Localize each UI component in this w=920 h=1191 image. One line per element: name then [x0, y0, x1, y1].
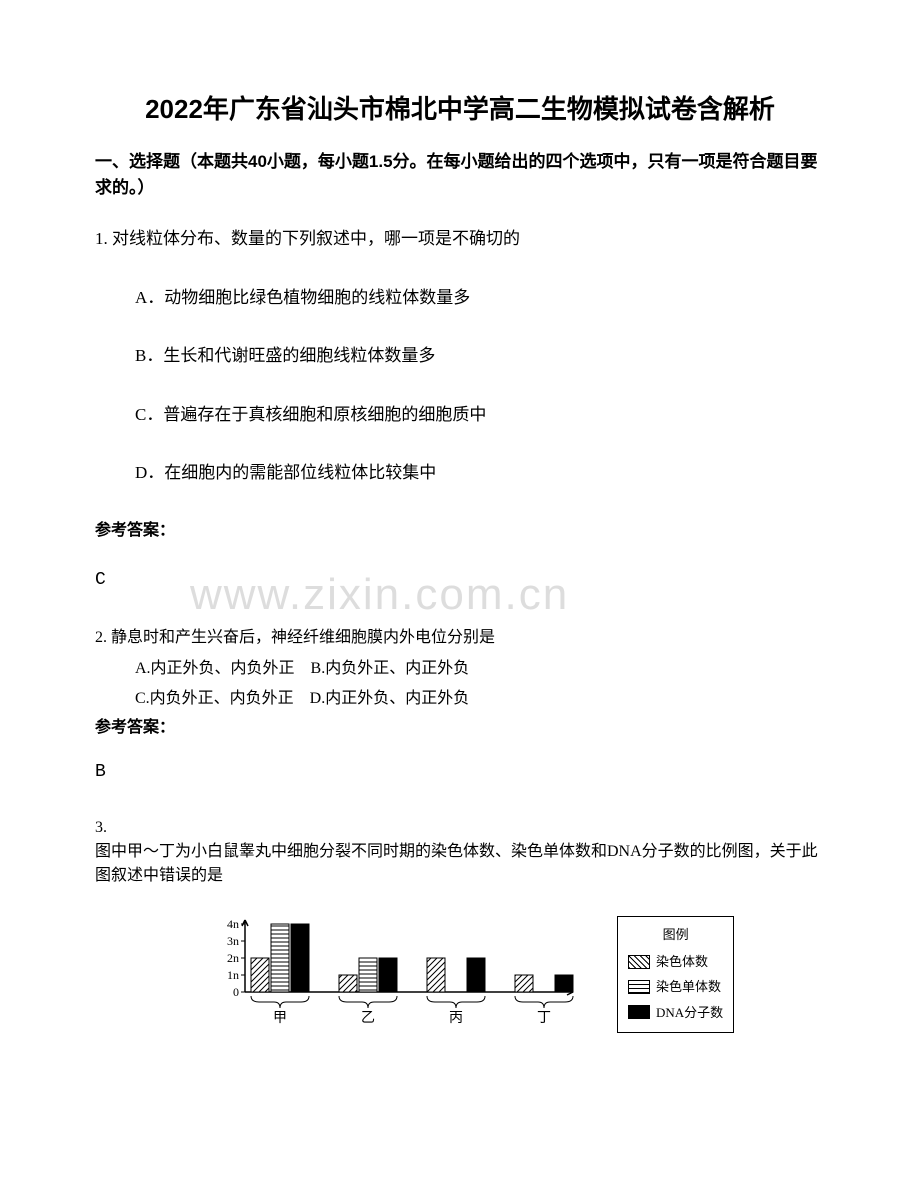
q2-stem: 2. 静息时和产生兴奋后，神经纤维细胞膜内外电位分别是: [95, 624, 825, 651]
q1-option-b: B．生长和代谢旺盛的细胞线粒体数量多: [95, 341, 825, 372]
question-2: 2. 静息时和产生兴奋后，神经纤维细胞膜内外电位分别是 A.内正外负、内负外正 …: [95, 624, 825, 787]
q1-option-d: D．在细胞内的需能部位线粒体比较集中: [95, 458, 825, 489]
svg-text:丁: 丁: [537, 1011, 551, 1026]
q1-text: 对线粒体分布、数量的下列叙述中，哪一项是不确切的: [112, 229, 520, 248]
legend-label-chromatid: 染色单体数: [656, 975, 721, 998]
q2-answer-label: 参考答案：: [95, 714, 825, 741]
legend-label-dna: DNA分子数: [656, 1001, 723, 1024]
svg-text:2n: 2n: [227, 951, 239, 965]
q2-text: 静息时和产生兴奋后，神经纤维细胞膜内外电位分别是: [111, 629, 495, 646]
q3-num: 3.: [95, 816, 825, 840]
chart-container: 0 1n 2n 3n 4n 甲 乙 丙 丁 图例 染色体数 染色单体数 DNA分子数: [95, 916, 825, 1034]
q1-stem: 1. 对线粒体分布、数量的下列叙述中，哪一项是不确切的: [95, 224, 825, 255]
q2-options-row2: C.内负外正、内负外正 D.内正外负、内正外负: [95, 685, 825, 712]
legend-item-dna: DNA分子数: [628, 1001, 723, 1024]
q1-option-a: A．动物细胞比绿色植物细胞的线粒体数量多: [95, 283, 825, 314]
q1-num: 1.: [95, 229, 108, 248]
q1-options: A．动物细胞比绿色植物细胞的线粒体数量多 B．生长和代谢旺盛的细胞线粒体数量多 …: [95, 283, 825, 489]
legend-swatch-solid: [628, 1005, 650, 1019]
legend-item-chromo: 染色体数: [628, 950, 723, 973]
q1-answer: C: [95, 564, 825, 596]
q3-text: 图中甲～丁为小白鼠睾丸中细胞分裂不同时期的染色体数、染色单体数和DNA分子数的比…: [95, 840, 825, 888]
legend-title: 图例: [628, 923, 723, 946]
q2-num: 2.: [95, 629, 107, 646]
page-title: 2022年广东省汕头市棉北中学高二生物模拟试卷含解析: [95, 90, 825, 129]
svg-text:乙: 乙: [361, 1010, 375, 1026]
svg-text:甲: 甲: [273, 1011, 287, 1026]
q1-answer-label: 参考答案：: [95, 517, 825, 546]
bar-chart: 0 1n 2n 3n 4n 甲 乙 丙 丁: [215, 916, 577, 1032]
page-content: 2022年广东省汕头市棉北中学高二生物模拟试卷含解析 一、选择题（本题共40小题…: [95, 90, 825, 1033]
svg-text:1n: 1n: [227, 968, 239, 982]
legend-label-chromo: 染色体数: [656, 950, 708, 973]
legend-swatch-diag: [628, 955, 650, 969]
legend-swatch-horiz: [628, 980, 650, 994]
q1-option-c: C．普遍存在于真核细胞和原核细胞的细胞质中: [95, 400, 825, 431]
legend-item-chromatid: 染色单体数: [628, 975, 723, 998]
chart-area: 0 1n 2n 3n 4n 甲 乙 丙 丁: [215, 916, 577, 1032]
svg-text:丙: 丙: [449, 1011, 463, 1026]
q2-options-row1: A.内正外负、内负外正 B.内负外正、内正外负: [95, 655, 825, 682]
question-3: 3. 图中甲～丁为小白鼠睾丸中细胞分裂不同时期的染色体数、染色单体数和DNA分子…: [95, 816, 825, 888]
svg-text:0: 0: [233, 985, 239, 999]
q2-answer: B: [95, 757, 825, 788]
question-1: 1. 对线粒体分布、数量的下列叙述中，哪一项是不确切的 A．动物细胞比绿色植物细…: [95, 224, 825, 596]
svg-text:3n: 3n: [227, 934, 239, 948]
svg-text:4n: 4n: [227, 917, 239, 931]
section-header: 一、选择题（本题共40小题，每小题1.5分。在每小题给出的四个选项中，只有一项是…: [95, 149, 825, 200]
chart-legend: 图例 染色体数 染色单体数 DNA分子数: [617, 916, 734, 1034]
